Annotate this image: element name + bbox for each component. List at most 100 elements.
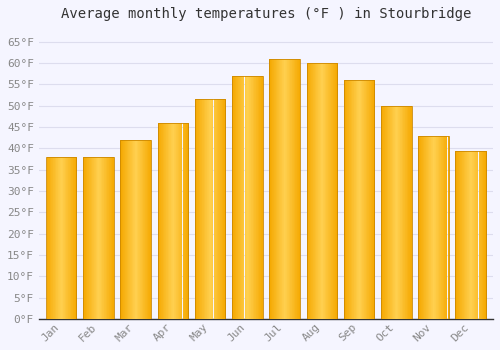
Bar	[86, 157, 87, 319]
Bar	[88, 157, 90, 319]
Bar	[348, 80, 350, 319]
Bar	[277, 59, 278, 319]
Bar	[456, 150, 458, 319]
Bar	[433, 135, 434, 319]
Bar	[317, 63, 318, 319]
Bar	[210, 99, 211, 319]
Bar	[367, 80, 368, 319]
Bar	[183, 123, 184, 319]
Bar	[105, 157, 106, 319]
Bar	[332, 63, 334, 319]
Bar	[473, 150, 474, 319]
Bar	[295, 59, 296, 319]
Bar	[106, 157, 107, 319]
Bar	[144, 140, 146, 319]
Bar	[388, 106, 389, 319]
Bar	[384, 106, 386, 319]
Bar	[182, 123, 183, 319]
Bar	[310, 63, 311, 319]
Bar	[167, 123, 168, 319]
Bar	[47, 157, 48, 319]
Bar	[48, 157, 49, 319]
Bar	[185, 123, 186, 319]
Bar	[423, 135, 424, 319]
Bar	[435, 135, 436, 319]
Bar	[131, 140, 132, 319]
Bar	[62, 157, 64, 319]
Bar	[286, 59, 288, 319]
Bar	[180, 123, 181, 319]
Bar	[146, 140, 147, 319]
Bar	[124, 140, 126, 319]
Bar	[252, 76, 253, 319]
Bar	[429, 135, 430, 319]
Bar	[218, 99, 219, 319]
Bar	[148, 140, 149, 319]
Bar	[239, 76, 240, 319]
Bar	[472, 150, 473, 319]
Bar	[216, 99, 217, 319]
Bar	[174, 123, 175, 319]
Bar	[356, 80, 357, 319]
Bar	[443, 135, 444, 319]
Bar	[336, 63, 337, 319]
Bar	[57, 157, 58, 319]
Bar	[200, 99, 201, 319]
Bar	[437, 135, 438, 319]
Bar	[442, 135, 443, 319]
Bar	[147, 140, 148, 319]
Bar	[242, 76, 244, 319]
Bar	[128, 140, 129, 319]
Bar	[439, 135, 440, 319]
Bar	[344, 80, 374, 319]
Bar	[270, 59, 271, 319]
Bar	[158, 123, 188, 319]
Bar	[186, 123, 187, 319]
Bar	[232, 76, 234, 319]
Bar	[391, 106, 392, 319]
Bar	[352, 80, 353, 319]
Bar	[138, 140, 139, 319]
Bar	[475, 150, 476, 319]
Bar	[327, 63, 328, 319]
Bar	[382, 106, 383, 319]
Bar	[430, 135, 432, 319]
Bar	[140, 140, 141, 319]
Bar	[70, 157, 71, 319]
Bar	[46, 157, 76, 319]
Bar	[94, 157, 95, 319]
Bar	[351, 80, 352, 319]
Bar	[66, 157, 67, 319]
Bar	[354, 80, 355, 319]
Bar	[175, 123, 176, 319]
Bar	[381, 106, 382, 319]
Bar	[275, 59, 276, 319]
Bar	[202, 99, 203, 319]
Bar	[55, 157, 56, 319]
Bar	[318, 63, 319, 319]
Bar	[399, 106, 400, 319]
Bar	[272, 59, 273, 319]
Bar	[478, 150, 479, 319]
Bar	[283, 59, 284, 319]
Bar	[322, 63, 324, 319]
Bar	[357, 80, 358, 319]
Bar	[169, 123, 170, 319]
Bar	[74, 157, 75, 319]
Bar	[371, 80, 372, 319]
Bar	[223, 99, 224, 319]
Bar	[112, 157, 113, 319]
Bar	[254, 76, 255, 319]
Bar	[365, 80, 366, 319]
Bar	[68, 157, 69, 319]
Bar	[211, 99, 212, 319]
Bar	[308, 63, 309, 319]
Bar	[271, 59, 272, 319]
Bar	[133, 140, 134, 319]
Bar	[374, 80, 375, 319]
Bar	[173, 123, 174, 319]
Bar	[164, 123, 165, 319]
Bar	[278, 59, 279, 319]
Bar	[91, 157, 92, 319]
Bar	[394, 106, 396, 319]
